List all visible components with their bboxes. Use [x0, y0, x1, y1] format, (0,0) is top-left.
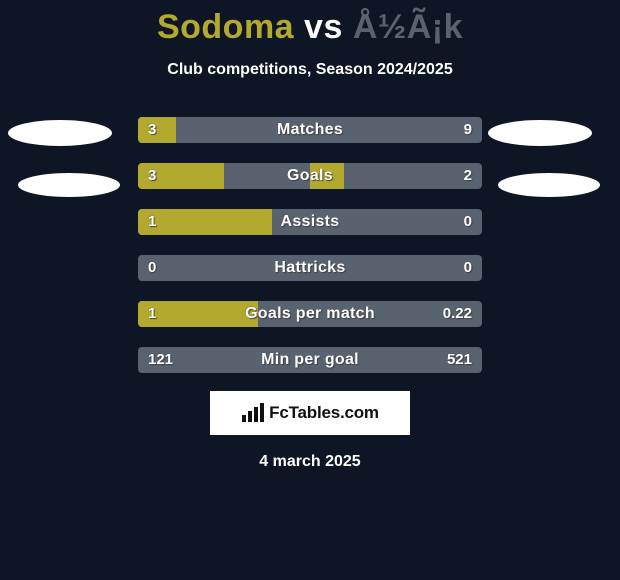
stat-label: Hattricks [138, 255, 482, 281]
stat-label: Goals [138, 163, 482, 189]
stat-row: 10Assists [138, 209, 482, 235]
player-avatar-placeholder [498, 173, 600, 197]
footer-date: 4 march 2025 [0, 453, 620, 471]
stat-row: 00Hattricks [138, 255, 482, 281]
stat-label: Matches [138, 117, 482, 143]
player-avatar-placeholder [18, 173, 120, 197]
logo-box: FcTables.com [210, 391, 410, 435]
page-root: Sodoma vs Å½Ã¡k Club competitions, Seaso… [0, 0, 620, 580]
stat-row: 10.22Goals per match [138, 301, 482, 327]
stat-label: Goals per match [138, 301, 482, 327]
stat-label: Assists [138, 209, 482, 235]
player-avatar-placeholder [488, 120, 592, 146]
comparison-chart: 39Matches 32Goals 10Assists 00Hattricks 10.2… [0, 117, 620, 471]
chart-rows: 39Matches 32Goals 10Assists 00Hattricks 10.2… [138, 117, 482, 373]
logo-text: FcTables.com [269, 403, 379, 423]
player-avatar-placeholder [8, 120, 112, 146]
title-player-left: Sodoma [157, 8, 294, 46]
title-vs: vs [304, 8, 343, 46]
stat-row: 32Goals [138, 163, 482, 189]
stat-row: 121521Min per goal [138, 347, 482, 373]
page-title: Sodoma vs Å½Ã¡k [0, 8, 620, 47]
subtitle: Club competitions, Season 2024/2025 [0, 61, 620, 79]
stat-label: Min per goal [138, 347, 482, 373]
title-player-right: Å½Ã¡k [353, 8, 463, 46]
logo-bars-icon [241, 403, 265, 423]
stat-row: 39Matches [138, 117, 482, 143]
